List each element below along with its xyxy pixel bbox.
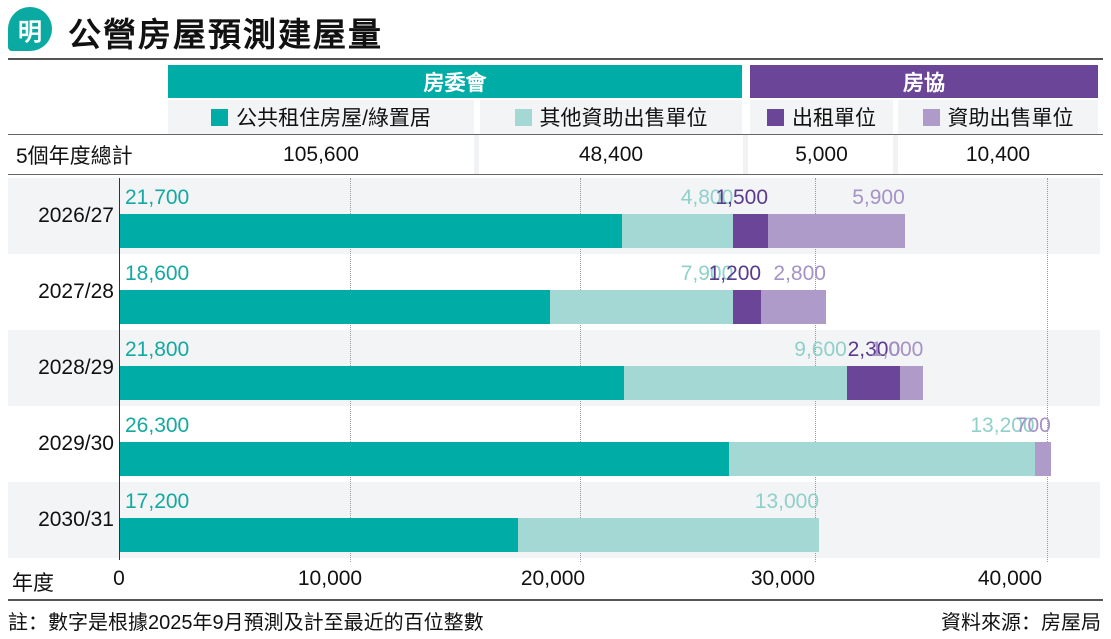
- data-label: 13,200: [970, 414, 1035, 437]
- category-label: 2027/28: [38, 280, 114, 303]
- bar-segment: [846, 366, 901, 400]
- data-label: 1,500: [715, 186, 769, 209]
- x-tick-label: 10,000: [297, 567, 363, 590]
- total-other-subsidised-sale: 48,400: [578, 142, 644, 166]
- data-label: 4,800: [680, 186, 734, 209]
- bar-segment: [119, 366, 625, 400]
- y-axis-line: [119, 178, 120, 560]
- legend-swatch: [514, 108, 532, 126]
- footer-divider: [8, 599, 1103, 601]
- data-label: 9,600: [794, 338, 847, 361]
- bar-segment: [733, 290, 762, 324]
- totals-divider-line: [8, 174, 1103, 175]
- x-tick-label: 30,000: [750, 567, 816, 590]
- gridline: [1047, 178, 1048, 562]
- legend-label: 資助出售單位: [947, 107, 1074, 130]
- bar-segment: [624, 366, 847, 400]
- data-label: 1,200: [708, 262, 762, 285]
- legend-label: 其他資助出售單位: [539, 107, 708, 130]
- data-label: 18,600: [125, 262, 190, 285]
- legend-item-other-subsidised-sale: 其他資助出售單位: [480, 100, 742, 134]
- bar-segment: [119, 214, 622, 248]
- bar-segment: [761, 290, 826, 324]
- bar-segment: [119, 442, 729, 476]
- data-label: 700: [1015, 414, 1051, 437]
- data-label: 1,000: [870, 338, 924, 361]
- legend-item-public-rental: 公共租住房屋/綠置居: [168, 100, 474, 134]
- data-label: 26,300: [125, 414, 190, 437]
- category-label: 2028/29: [38, 356, 114, 379]
- bar-segment: [119, 290, 551, 324]
- bar-segment: [1034, 442, 1051, 476]
- bar-segment: [119, 518, 518, 552]
- source-note: 資料來源：房屋局: [941, 612, 1101, 634]
- data-label: 2,800: [773, 262, 826, 285]
- legend-swatch: [211, 108, 229, 126]
- bar-segment: [900, 366, 924, 400]
- totals-divider: [474, 135, 479, 174]
- data-label: 21,700: [125, 186, 190, 209]
- totals-label: 5個年度總計: [16, 145, 133, 168]
- group-header-housing-society: 房協: [750, 65, 1098, 98]
- title-divider: [8, 58, 1103, 60]
- bar-segment: [728, 442, 1035, 476]
- bar-segment: [550, 290, 734, 324]
- legend-item-rental-units: 出租單位: [750, 100, 893, 134]
- logo: 明: [8, 7, 52, 51]
- bar-segment: [622, 214, 734, 248]
- footnote: 註：數字是根據2025年9月預測及計至最近的百位整數: [8, 612, 484, 634]
- bar-segment: [733, 214, 769, 248]
- totals-divider: [893, 135, 898, 174]
- legend-item-subsidised-sale: 資助出售單位: [898, 100, 1098, 134]
- data-label: 17,200: [125, 490, 190, 513]
- legend-label: 出租單位: [792, 107, 876, 130]
- data-label: 2,300: [847, 338, 901, 361]
- y-axis-label: 年度: [12, 572, 54, 595]
- legend-swatch: [922, 108, 940, 126]
- category-label: 2029/30: [38, 432, 114, 455]
- bar-segment: [517, 518, 820, 552]
- x-tick-label: 40,000: [977, 567, 1043, 590]
- data-label: 7,900: [680, 262, 734, 285]
- category-label: 2026/27: [38, 204, 114, 227]
- legend-divider: [8, 134, 1103, 135]
- bar-segment: [768, 214, 905, 248]
- total-public-rental: 105,600: [283, 142, 359, 166]
- data-label: 5,900: [852, 186, 905, 209]
- total-rental-units: 5,000: [795, 142, 848, 166]
- legend-swatch: [767, 108, 784, 126]
- category-label: 2030/31: [38, 508, 114, 531]
- total-subsidised-sale: 10,400: [965, 142, 1031, 166]
- legend-label: 公共租住房屋/綠置居: [236, 107, 431, 130]
- x-tick-label: 0: [113, 567, 125, 590]
- x-tick-label: 20,000: [520, 567, 586, 590]
- totals-divider: [743, 135, 748, 174]
- data-label: 21,800: [125, 338, 190, 361]
- chart-title: 公營房屋預測建屋量: [68, 16, 383, 53]
- group-header-housing-authority: 房委會: [168, 65, 742, 98]
- data-label: 13,000: [754, 490, 820, 513]
